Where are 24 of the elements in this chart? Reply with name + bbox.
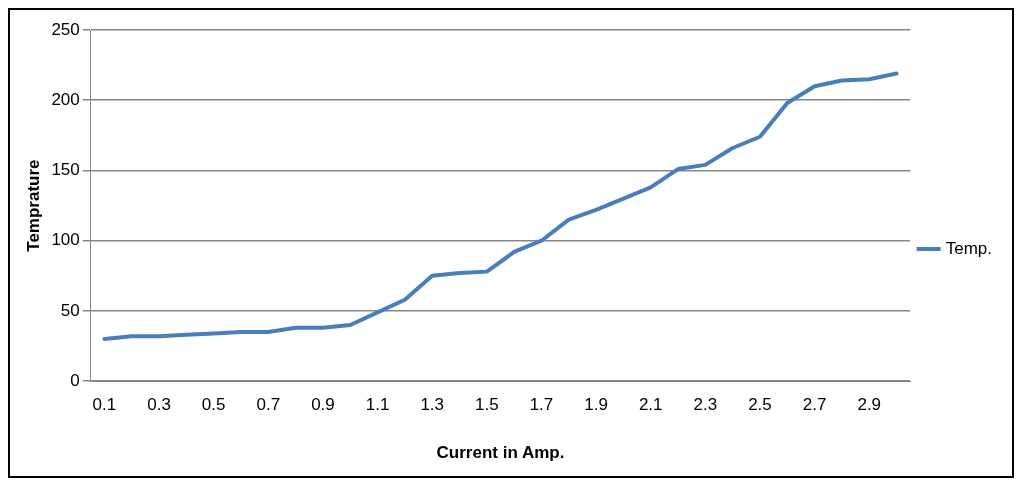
y-tick-label: 200 [51, 89, 80, 109]
x-tick-label: 0.3 [147, 395, 171, 415]
x-tick-label: 2.3 [693, 395, 718, 415]
x-tick-label: 0.1 [92, 395, 117, 415]
x-tick-label: 1.1 [365, 395, 390, 415]
x-axis-title: Current in Amp. [436, 443, 565, 463]
y-tick-label: 0 [70, 370, 80, 390]
y-tick-label: 250 [51, 19, 80, 39]
x-tick-label: 1.9 [584, 395, 608, 415]
y-tick-label: 50 [60, 300, 80, 320]
legend-label: Temp. [945, 238, 992, 258]
x-tick-label: 2.9 [857, 395, 882, 415]
x-tick-label: 1.5 [475, 395, 499, 415]
x-tick-label: 0.5 [201, 395, 226, 415]
y-tick-label: 100 [51, 230, 80, 250]
x-tick-label: 0.9 [311, 395, 335, 415]
x-tick-label: 1.3 [420, 395, 445, 415]
y-axis-title: Temprature [23, 159, 43, 252]
y-tick-label: 150 [51, 160, 80, 180]
x-tick-label: 0.7 [256, 395, 281, 415]
x-tick-label: 1.7 [529, 395, 554, 415]
x-tick-label: 2.5 [748, 395, 772, 415]
x-tick-label: 2.1 [638, 395, 663, 415]
x-tick-label: 2.7 [802, 395, 827, 415]
